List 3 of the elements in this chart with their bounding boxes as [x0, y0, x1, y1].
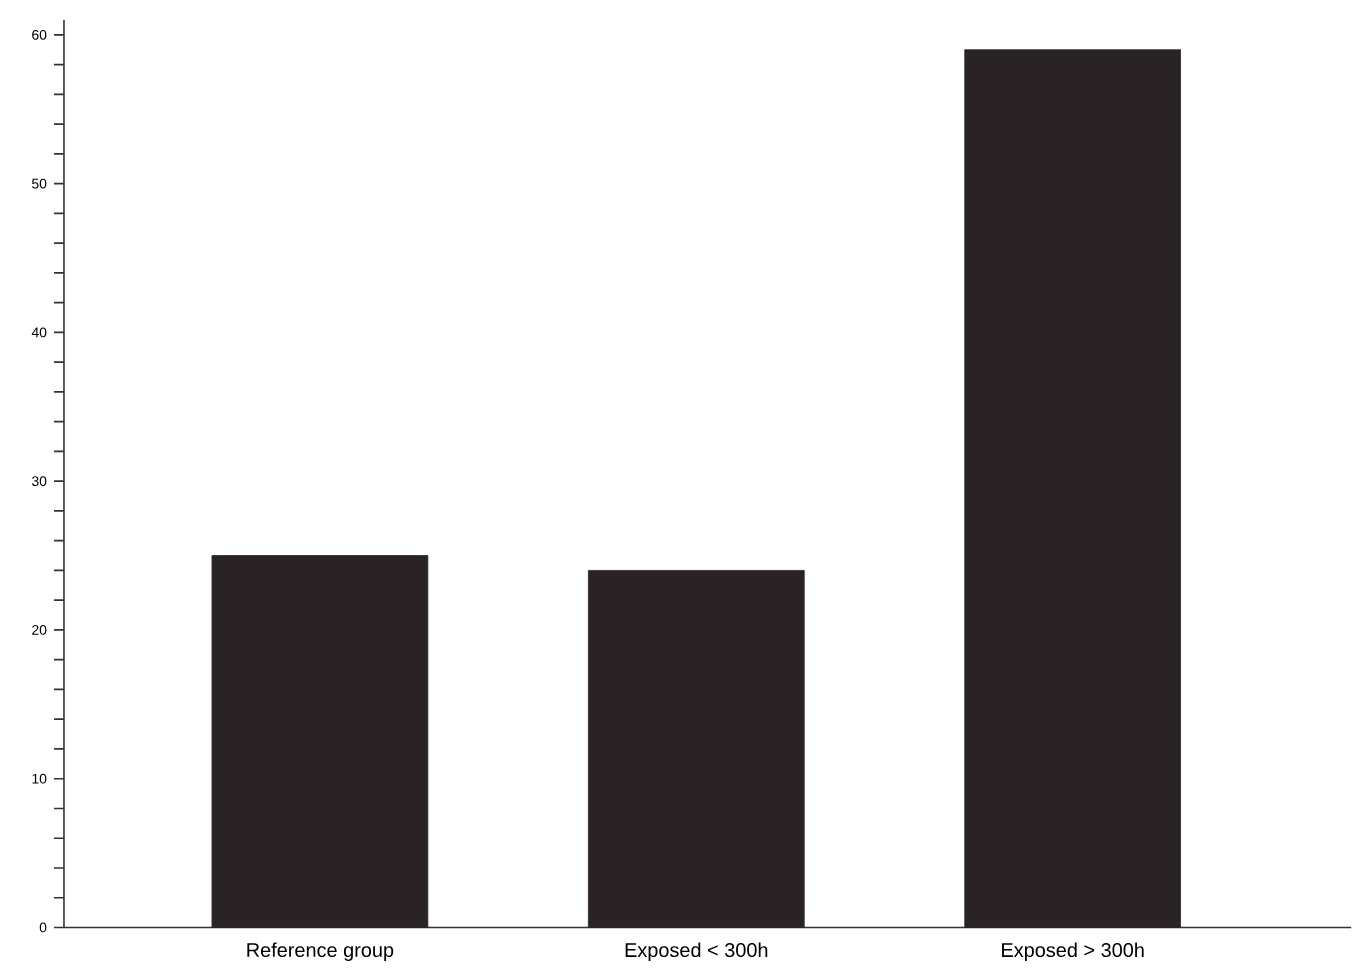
x-tick-label: Exposed > 300h	[1002, 942, 1144, 962]
x-tick-label: Reference group	[247, 942, 394, 962]
x-tick-label: Exposed < 300h	[625, 942, 768, 962]
